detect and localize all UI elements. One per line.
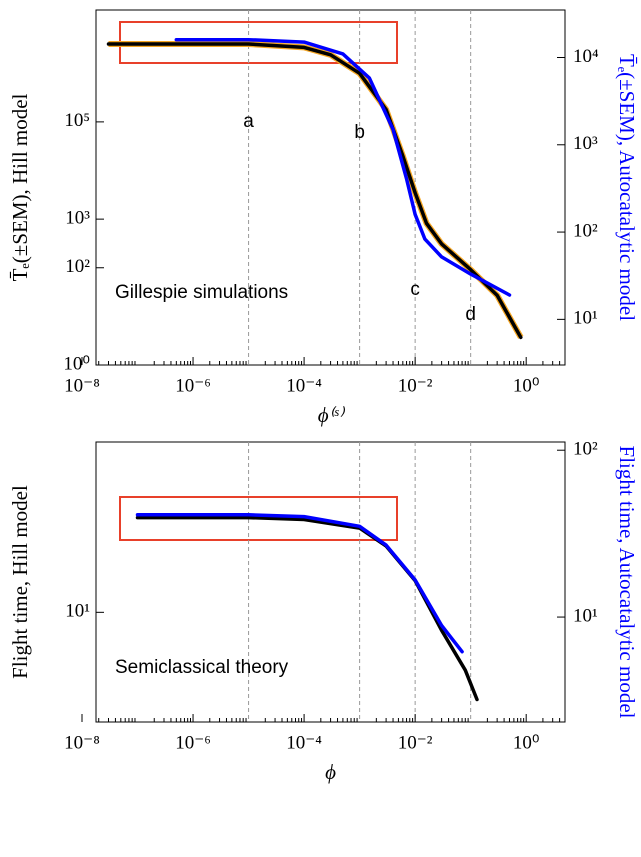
annotation: c <box>410 279 420 300</box>
annotation: d <box>465 304 476 325</box>
annotation: b <box>354 122 365 143</box>
y-tick-label: 10¹ <box>65 601 90 622</box>
y-tick-label: 10⁰ <box>63 353 90 374</box>
y2-axis-label: T̄ₑ(±SEM), Autocatalytic model <box>615 54 639 321</box>
y2-tick-label: 10² <box>573 439 598 460</box>
x-tick-label: 10⁻⁸ <box>64 375 100 396</box>
x-tick-label: 10⁰ <box>513 375 540 396</box>
series-line <box>174 37 512 297</box>
y2-tick-label: 10² <box>573 220 598 241</box>
series-line <box>135 513 464 654</box>
x-tick-label: 10⁻⁴ <box>286 732 322 753</box>
plot-frame <box>95 441 566 723</box>
y-axis-label: Flight time, Hill model <box>8 485 32 679</box>
x-axis-label: ϕ <box>325 760 336 784</box>
x-tick-label: 10⁻⁶ <box>175 732 211 753</box>
x-tick-label: 10⁻² <box>398 375 433 396</box>
annotation: Semiclassical theory <box>115 657 289 678</box>
y2-tick-label: 10¹ <box>573 308 598 329</box>
y-tick-label: 10³ <box>65 207 90 228</box>
x-tick-label: 10⁻⁶ <box>175 375 211 396</box>
x-tick-label: 10⁻² <box>398 732 433 753</box>
annotation: Gillespie simulations <box>115 282 288 303</box>
x-tick-label: 10⁰ <box>513 732 540 753</box>
annotation: a <box>243 111 254 132</box>
x-axis-label: ϕ⁽ˢ⁾ <box>318 403 345 427</box>
y2-tick-label: 10³ <box>573 133 598 154</box>
x-tick-label: 10⁻⁸ <box>64 732 100 753</box>
y2-tick-label: 10¹ <box>573 605 598 626</box>
x-tick-label: 10⁻⁴ <box>286 375 322 396</box>
y2-tick-label: 10⁴ <box>573 46 599 67</box>
highlight-box <box>119 496 398 541</box>
y2-axis-label: Flight time, Autocatalytic model <box>615 446 639 719</box>
y-axis-label: T̄ₑ(±SEM), Hill model <box>8 93 32 281</box>
y-tick-label: 10⁵ <box>64 110 90 131</box>
y-tick-label: 10² <box>65 256 90 277</box>
